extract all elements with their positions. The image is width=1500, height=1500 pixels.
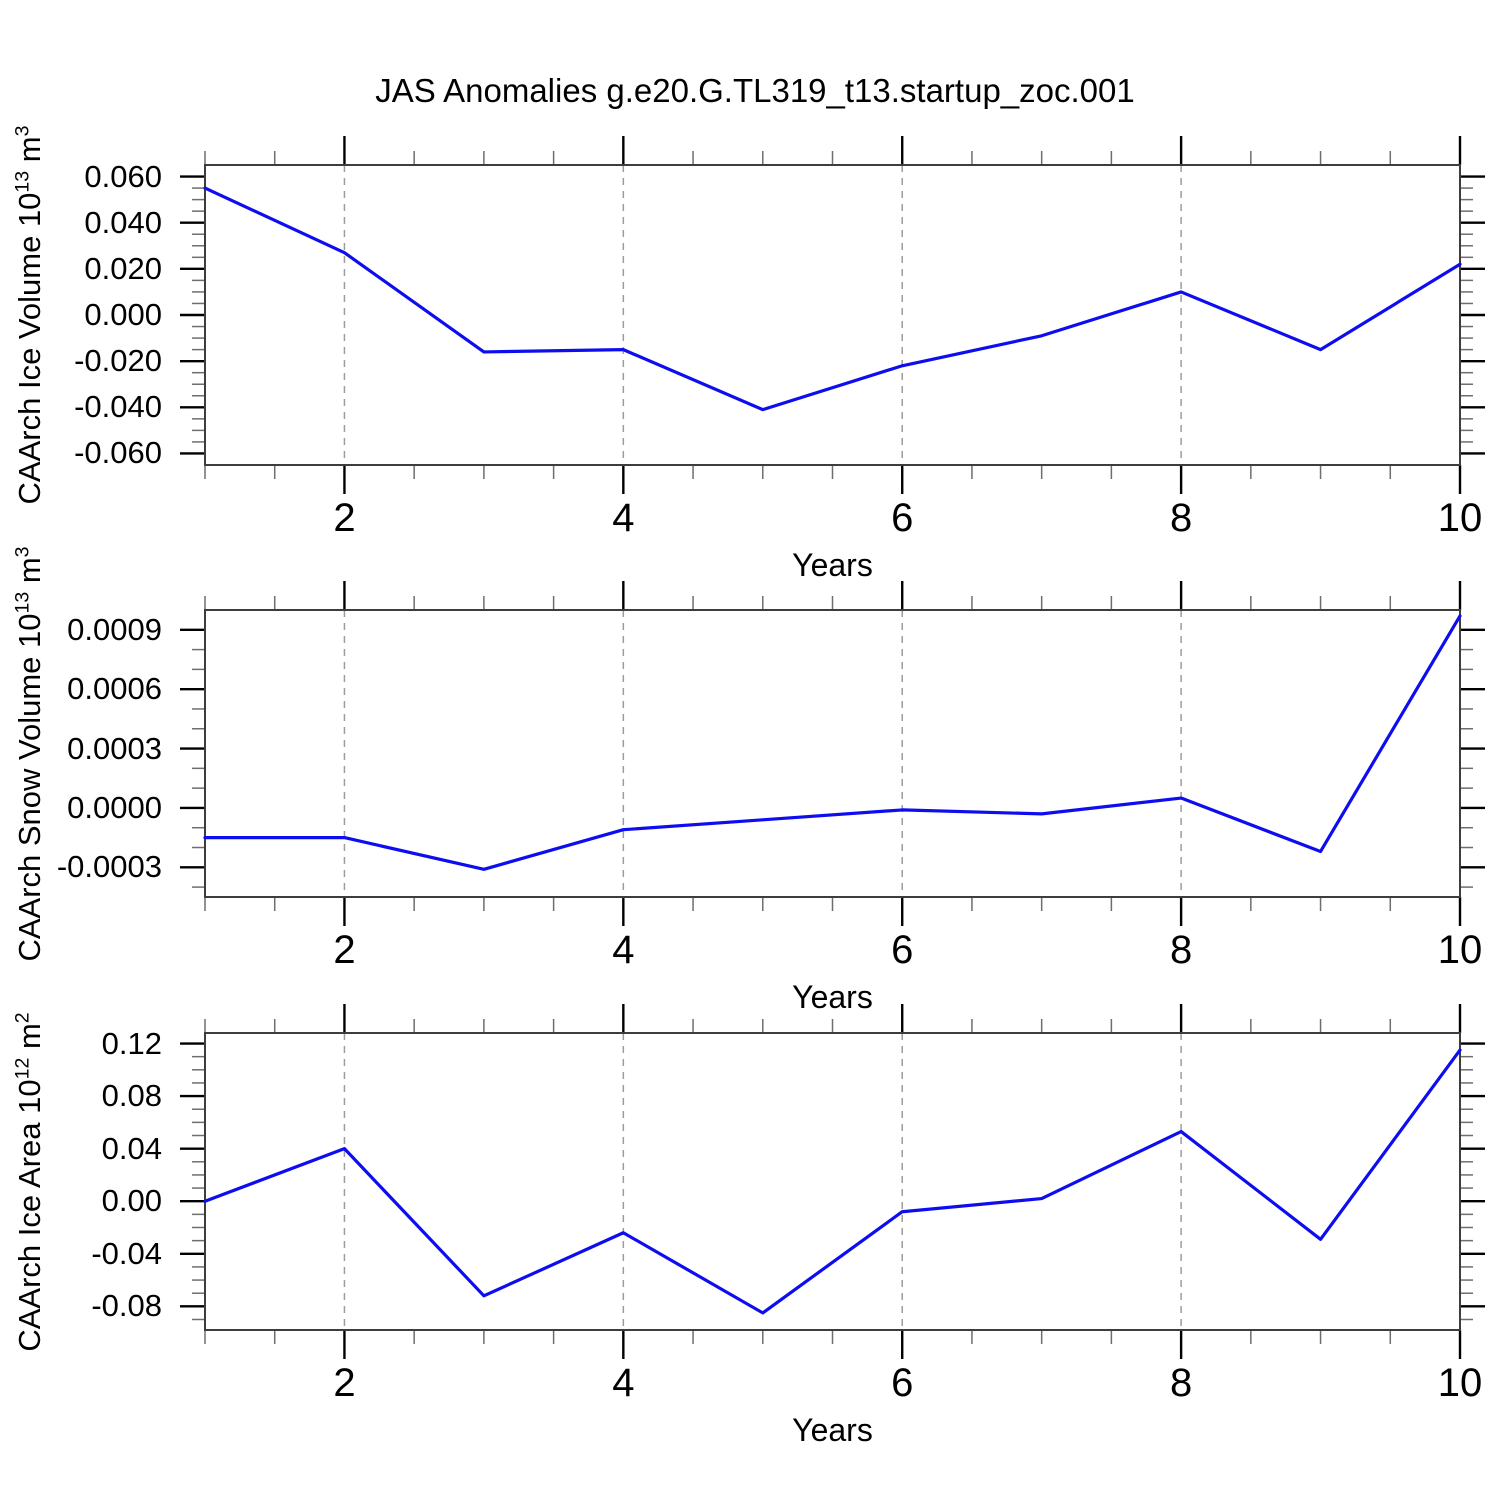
- plot-frame: [204, 609, 1461, 898]
- y-tick-label: 0.0009: [67, 611, 162, 647]
- y-axis-title: CAArch Ice Area 1012 m2: [11, 1011, 47, 1352]
- x-tick-label: 2: [333, 1361, 356, 1405]
- chart-title: JAS Anomalies g.e20.G.TL319_t13.startup_…: [375, 72, 1135, 109]
- y-tick-label: 0.0003: [67, 730, 162, 766]
- x-tick-label: 8: [1169, 1361, 1193, 1405]
- y-tick-label: -0.0003: [56, 849, 162, 885]
- y-axis-title-exponent: 3: [11, 125, 34, 137]
- y-tick-label: 0.020: [84, 250, 162, 286]
- y-tick-label: 0.0006: [67, 671, 162, 707]
- y-tick-label: -0.060: [74, 435, 162, 471]
- x-tick-label: 4: [612, 1361, 635, 1405]
- y-tick-label: -0.04: [91, 1235, 162, 1271]
- data-line: [203, 614, 1462, 871]
- y-tick-label: -0.040: [74, 389, 162, 425]
- y-axis-title-exponent: 2: [11, 1011, 34, 1023]
- x-tick-label: 2: [333, 928, 356, 972]
- y-tick-label: 0.00: [101, 1183, 162, 1219]
- plot-frame: [204, 164, 1461, 466]
- y-tick-label: -0.08: [91, 1288, 162, 1324]
- x-tick-label: 8: [1169, 496, 1193, 540]
- plot-area: [180, 581, 1485, 926]
- y-tick-label: 0.060: [84, 158, 162, 194]
- x-tick-label: 6: [891, 1361, 914, 1405]
- x-tick-label: 2: [333, 496, 356, 540]
- x-axis-title: Years: [792, 979, 873, 1015]
- plot-area: [180, 1004, 1485, 1359]
- x-tick-label: 10: [1437, 496, 1483, 540]
- x-axis-title: Years: [792, 1412, 873, 1448]
- y-axis-title-exponent: 3: [11, 545, 34, 557]
- y-tick-label: 0.0000: [67, 789, 162, 825]
- x-tick-label: 8: [1169, 928, 1193, 972]
- plot-frame: [204, 1032, 1461, 1331]
- x-tick-label: 4: [612, 496, 635, 540]
- y-tick-label: 0.08: [101, 1078, 162, 1114]
- y-tick-label: 0.000: [84, 297, 162, 332]
- data-line: [203, 1048, 1462, 1315]
- y-tick-label: -0.020: [74, 343, 162, 379]
- plot-area: [180, 136, 1485, 494]
- x-tick-label: 6: [891, 496, 914, 540]
- y-tick-label: 0.040: [84, 204, 162, 240]
- x-axis-title: Years: [792, 547, 873, 583]
- data-line: [203, 186, 1462, 412]
- y-tick-label: 0.12: [101, 1025, 162, 1061]
- x-tick-label: 6: [891, 928, 914, 972]
- x-tick-label: 10: [1437, 1361, 1483, 1405]
- y-axis-title-exponent: 13: [11, 591, 34, 613]
- x-tick-label: 4: [612, 928, 635, 972]
- y-tick-label: 0.04: [101, 1130, 162, 1166]
- x-tick-label: 10: [1437, 928, 1483, 972]
